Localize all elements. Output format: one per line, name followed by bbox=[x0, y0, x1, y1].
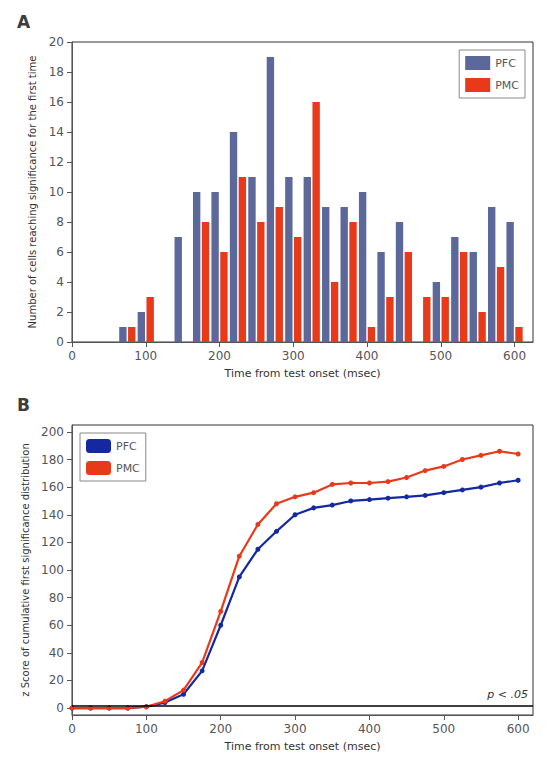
svg-text:4: 4 bbox=[56, 275, 64, 289]
svg-text:A: A bbox=[17, 12, 31, 32]
svg-text:40: 40 bbox=[49, 646, 64, 660]
svg-text:0: 0 bbox=[56, 701, 64, 715]
svg-text:18: 18 bbox=[49, 65, 64, 79]
svg-text:600: 600 bbox=[503, 349, 526, 363]
svg-text:100: 100 bbox=[41, 563, 64, 577]
svg-text:10: 10 bbox=[49, 185, 64, 199]
svg-text:PFC: PFC bbox=[116, 440, 137, 453]
svg-text:z Score of cumulative first si: z Score of cumulative first significance… bbox=[20, 443, 31, 696]
svg-text:400: 400 bbox=[356, 349, 379, 363]
svg-text:Time from test onset (msec): Time from test onset (msec) bbox=[224, 367, 381, 380]
svg-text:100: 100 bbox=[135, 722, 158, 736]
svg-text:60: 60 bbox=[49, 618, 64, 632]
svg-text:2: 2 bbox=[56, 305, 64, 319]
svg-text:600: 600 bbox=[507, 722, 530, 736]
svg-text:200: 200 bbox=[41, 425, 64, 439]
svg-text:PMC: PMC bbox=[116, 462, 140, 475]
svg-text:Time from test onset (msec): Time from test onset (msec) bbox=[224, 740, 381, 753]
svg-text:PFC: PFC bbox=[495, 57, 516, 70]
svg-text:0: 0 bbox=[56, 335, 64, 349]
svg-text:12: 12 bbox=[49, 155, 64, 169]
svg-text:400: 400 bbox=[358, 722, 381, 736]
svg-text:160: 160 bbox=[41, 480, 64, 494]
svg-text:500: 500 bbox=[429, 349, 452, 363]
svg-text:200: 200 bbox=[209, 722, 232, 736]
svg-text:180: 180 bbox=[41, 453, 64, 467]
svg-text:0: 0 bbox=[68, 349, 76, 363]
svg-text:100: 100 bbox=[134, 349, 157, 363]
svg-text:140: 140 bbox=[41, 508, 64, 522]
svg-text:20: 20 bbox=[49, 35, 64, 49]
svg-text:8: 8 bbox=[56, 215, 64, 229]
svg-text:500: 500 bbox=[432, 722, 455, 736]
svg-text:Number of cells reaching signi: Number of cells reaching significance fo… bbox=[27, 56, 38, 329]
svg-text:0: 0 bbox=[68, 722, 76, 736]
svg-text:120: 120 bbox=[41, 535, 64, 549]
svg-text:80: 80 bbox=[49, 591, 64, 605]
svg-text:B: B bbox=[17, 395, 30, 415]
svg-text:20: 20 bbox=[49, 673, 64, 687]
svg-text:300: 300 bbox=[282, 349, 305, 363]
svg-text:6: 6 bbox=[56, 245, 64, 259]
svg-text:p < .05: p < .05 bbox=[486, 688, 528, 701]
svg-text:16: 16 bbox=[49, 95, 64, 109]
svg-text:PMC: PMC bbox=[495, 79, 519, 92]
svg-text:200: 200 bbox=[208, 349, 231, 363]
svg-text:14: 14 bbox=[49, 125, 64, 139]
svg-text:300: 300 bbox=[284, 722, 307, 736]
